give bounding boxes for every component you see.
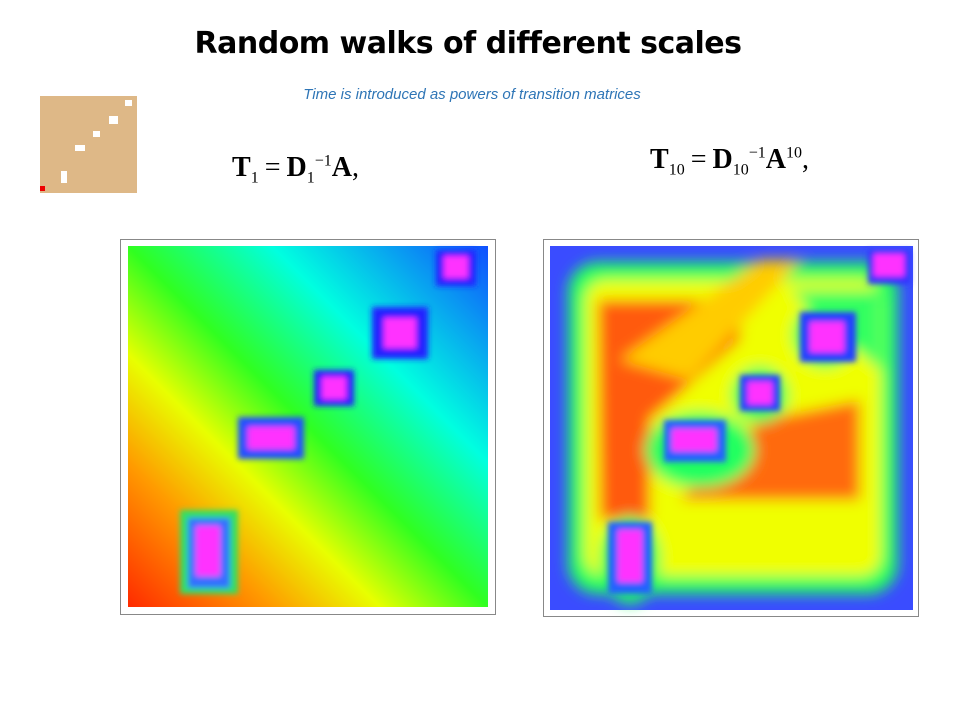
eq-symbol: T [650, 144, 669, 175]
heatmap-t10 [543, 239, 919, 617]
title: Random walks of different scales [194, 26, 742, 61]
heatmap-t1 [120, 239, 496, 615]
eq-sub: 1 [306, 169, 315, 187]
eq-sup: −1 [314, 152, 332, 170]
grid-icon [40, 96, 137, 193]
equation: T10 = D10−1A10, [650, 144, 809, 180]
subtitle: Time is introduced as powers of transiti… [303, 86, 641, 103]
eq-op: = [264, 152, 281, 183]
eq-symbol: T [232, 152, 251, 183]
eq-sub: 10 [668, 161, 685, 179]
eq-symbol: D [286, 152, 307, 183]
equation: T1 = D1−1A, [232, 152, 359, 188]
eq-symbol: A [331, 152, 352, 183]
eq-sub: 1 [250, 169, 259, 187]
eq-end: , [351, 152, 359, 183]
eq-op: = [690, 144, 707, 175]
eq-symbol: A [765, 144, 786, 175]
eq-end: , [801, 144, 809, 175]
eq-sup: −1 [748, 144, 766, 162]
eq-sub: 10 [732, 161, 749, 179]
eq-sup: 10 [785, 144, 802, 162]
eq-symbol: D [712, 144, 733, 175]
